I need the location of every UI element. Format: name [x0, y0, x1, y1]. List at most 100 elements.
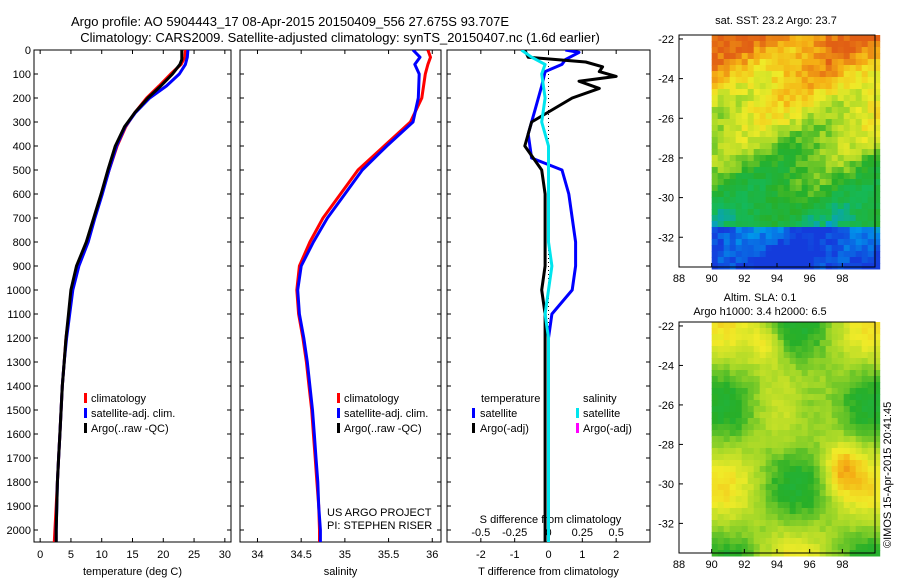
sla-map-cell — [849, 454, 857, 461]
sla-map-cell — [711, 466, 719, 473]
sst-map-cell — [831, 131, 839, 138]
sst-map-cell — [741, 53, 749, 60]
legend-swatch — [84, 393, 87, 403]
sla-map-cell — [825, 370, 833, 377]
sst-map-cell — [747, 179, 755, 186]
sst-map-cell — [759, 65, 767, 72]
sla-map-cell — [711, 334, 719, 341]
sla-map-cell — [861, 358, 869, 365]
sst-map-cell — [837, 41, 845, 48]
sla-map-cell — [777, 352, 785, 359]
sst-map-cell — [723, 155, 731, 162]
sst-map-cell — [783, 185, 791, 192]
sla-map-cell — [831, 544, 839, 551]
sla-map-cell — [843, 352, 851, 359]
sla-map-cell — [825, 322, 833, 329]
sst-map-cell — [843, 209, 851, 216]
sla-map-cell — [867, 466, 875, 473]
sst-map-cell — [711, 215, 719, 222]
sst-map-cell — [855, 113, 863, 120]
sla-map-cell — [783, 484, 791, 491]
sla-map-cell — [717, 496, 725, 503]
sla-map-cell — [837, 364, 845, 371]
difference-x2tick-label: 0.5 — [609, 527, 624, 539]
sla-map-cell — [819, 502, 827, 509]
sst-map-cell — [711, 161, 719, 168]
sst-map-cell — [765, 155, 773, 162]
sla-map-cell — [771, 406, 779, 413]
sst-map-cell — [789, 173, 797, 180]
sla-map-cell — [867, 448, 875, 455]
sst-map-cell — [789, 197, 797, 204]
sst-map-cell — [729, 83, 737, 90]
sla-map-cell — [801, 328, 809, 335]
sst-map-cell — [759, 89, 767, 96]
sst-map-cell — [855, 149, 863, 156]
sst-map-cell — [777, 59, 785, 66]
sst-map-cell — [741, 167, 749, 174]
sst-map-cell — [831, 227, 839, 234]
sla-map-cell — [819, 334, 827, 341]
sla-map-cell — [741, 466, 749, 473]
sst-map-cell — [735, 107, 743, 114]
sla-map-cell — [747, 334, 755, 341]
sla-map-cell — [789, 412, 797, 419]
sla-map-cell — [723, 394, 731, 401]
sla-map-cell — [711, 538, 719, 545]
sla-map-cell — [801, 478, 809, 485]
sla-map-cell — [813, 406, 821, 413]
sla-map-cell — [855, 454, 863, 461]
sst-map-cell — [801, 131, 809, 138]
sla-map-cell — [825, 346, 833, 353]
sst-map-cell — [795, 65, 803, 72]
sla-map-cell — [777, 448, 785, 455]
sst-map-cell — [717, 179, 725, 186]
temperature-xtick-label: 30 — [219, 549, 231, 561]
sla-map-cell — [735, 394, 743, 401]
sla-map-cell — [813, 352, 821, 359]
sst-map-cell — [759, 137, 767, 144]
sst-map-cell — [849, 245, 857, 252]
sst-map-cell — [837, 251, 845, 258]
sla-map-cell — [861, 424, 869, 431]
sla-map-cell — [825, 442, 833, 449]
sst-map-cell — [789, 47, 797, 54]
sla-map-cell — [723, 442, 731, 449]
sla-map-cell — [843, 532, 851, 539]
sla-map-cell — [849, 502, 857, 509]
sla-map-cell — [861, 454, 869, 461]
sst-map-cell — [711, 173, 719, 180]
sst-map-cell — [867, 239, 875, 246]
sst-map-cell — [771, 239, 779, 246]
sla-map-cell — [717, 364, 725, 371]
sst-map-cell — [717, 35, 725, 42]
sst-map-cell — [765, 65, 773, 72]
sst-map-cell — [735, 215, 743, 222]
sst-map-cell — [801, 185, 809, 192]
sst-map-cell — [741, 209, 749, 216]
sst-map-cell — [735, 137, 743, 144]
sst-map-cell — [747, 161, 755, 168]
sla-map-cell — [711, 526, 719, 533]
sst-map-cell — [831, 89, 839, 96]
sla-map-cell — [873, 370, 881, 377]
sst-map-ytick-label: -22 — [658, 34, 674, 46]
legend-swatch — [337, 408, 340, 418]
sla-map-cell — [789, 508, 797, 515]
sst-map-cell — [873, 155, 881, 162]
sst-map-cell — [861, 251, 869, 258]
sla-map-cell — [717, 520, 725, 527]
sst-map-cell — [741, 113, 749, 120]
sla-map-cell — [765, 526, 773, 533]
sla-map-cell — [843, 328, 851, 335]
sst-map-cell — [795, 173, 803, 180]
sst-map-cell — [741, 71, 749, 78]
sla-map-cell — [759, 352, 767, 359]
sst-map-cell — [723, 185, 731, 192]
sla-map-cell — [819, 436, 827, 443]
sst-map-cell — [873, 41, 881, 48]
sla-map-cell — [759, 484, 767, 491]
sst-map-cell — [855, 233, 863, 240]
sst-map-cell — [789, 35, 797, 42]
sst-map-cell — [813, 59, 821, 66]
